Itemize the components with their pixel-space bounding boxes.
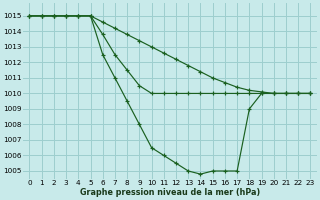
- X-axis label: Graphe pression niveau de la mer (hPa): Graphe pression niveau de la mer (hPa): [80, 188, 260, 197]
